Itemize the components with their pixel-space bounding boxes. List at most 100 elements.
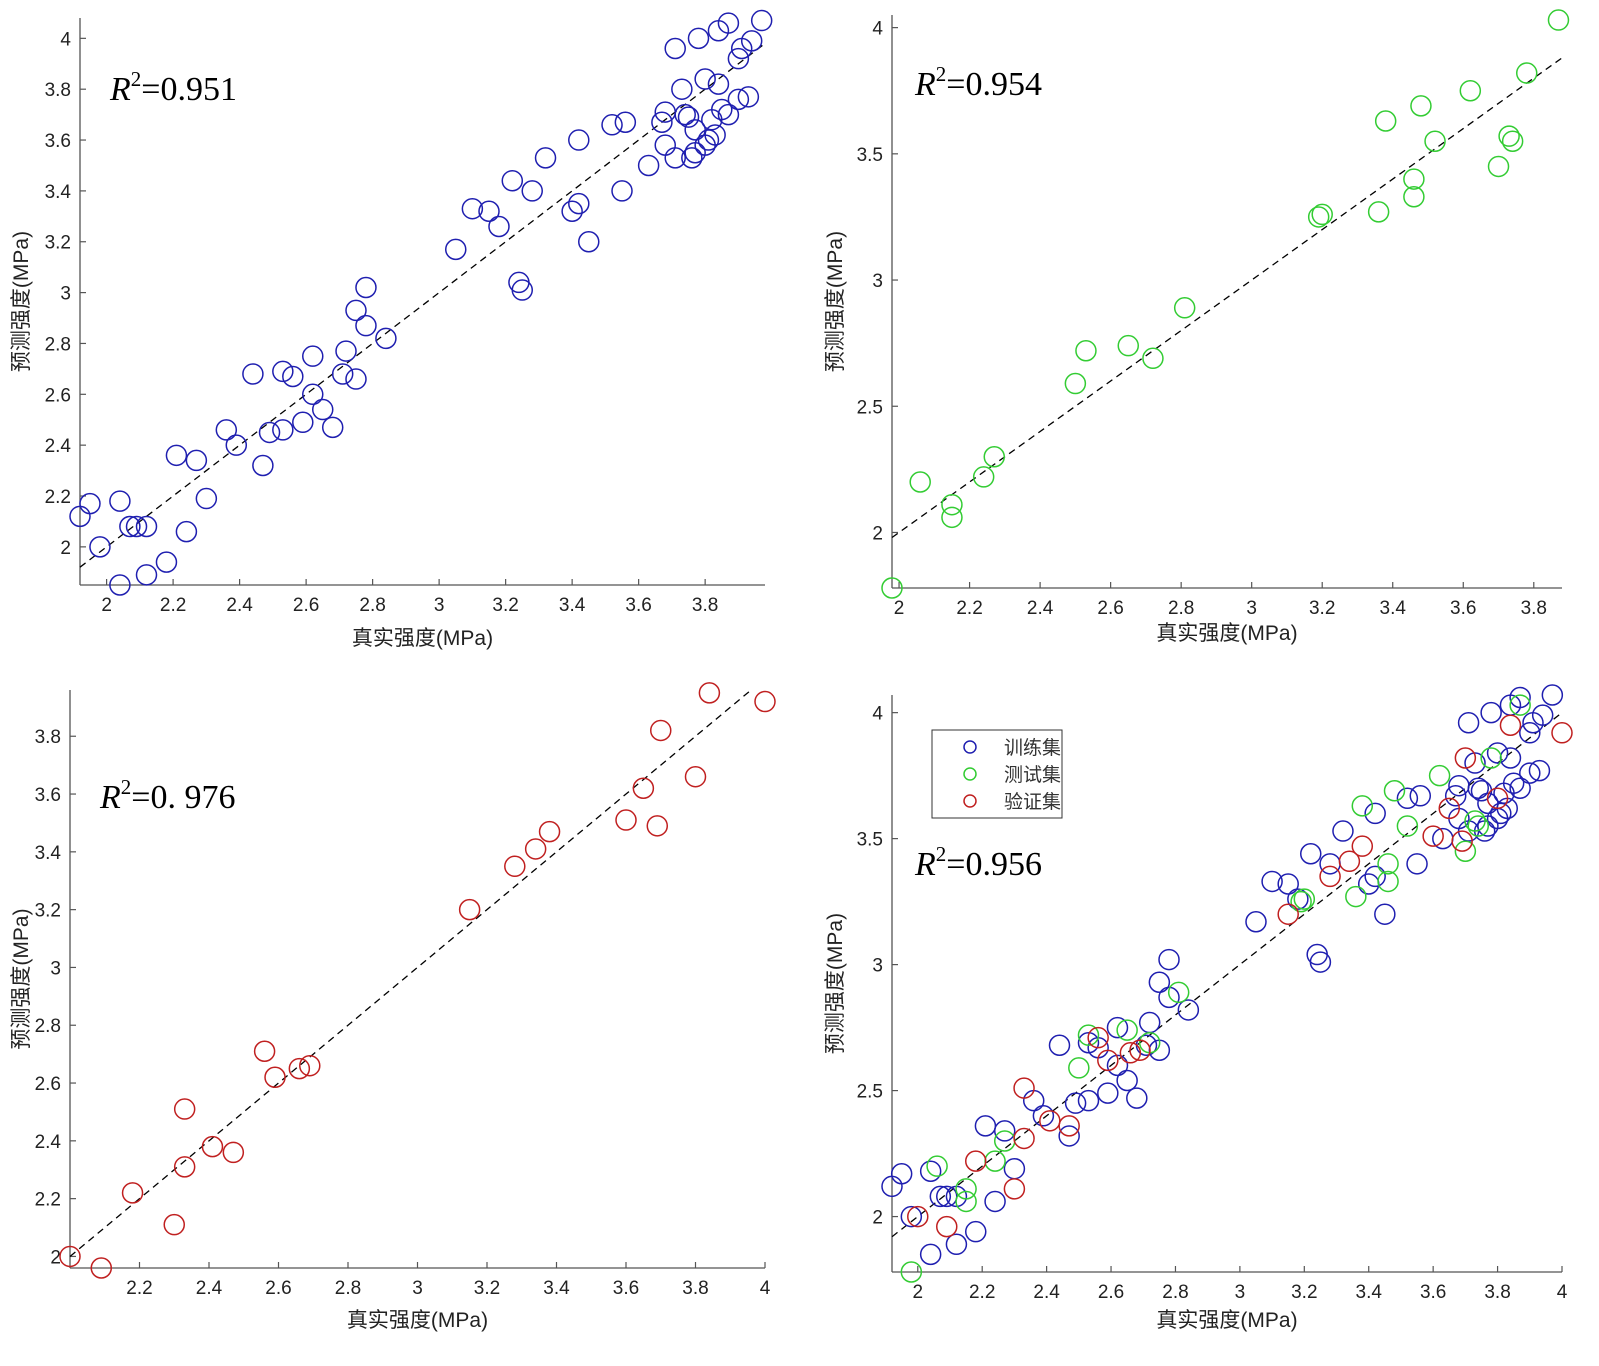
r-symbol: R (914, 846, 936, 883)
data-point-train (1138, 1011, 1161, 1034)
data-point-test (909, 471, 931, 493)
data-point-test (1396, 815, 1419, 837)
data-point-train (1261, 870, 1283, 893)
x-tick-label: 3.8 (692, 595, 718, 616)
data-point-train (717, 12, 740, 34)
y-tick-label: 4 (60, 29, 71, 50)
r-squared-annotation: R2=0.951 (109, 67, 237, 108)
data-point-val (1499, 714, 1522, 736)
data-point-test (1117, 334, 1140, 357)
data-point-train (1158, 948, 1180, 971)
data-point-val (1422, 825, 1444, 847)
data-point-test (1459, 79, 1482, 102)
y-tick-label: 2.8 (35, 1016, 61, 1037)
r-superscript: 2 (936, 842, 947, 866)
data-point-val (632, 777, 655, 800)
data-point-train (1480, 701, 1502, 724)
x-tick-label: 2.4 (196, 1278, 223, 1299)
data-point-train (258, 421, 281, 444)
data-point-test (1351, 795, 1374, 817)
data-point-test (1064, 372, 1087, 395)
data-point-train (375, 327, 397, 350)
data-point-train (1406, 853, 1428, 875)
data-point-train (651, 111, 673, 133)
data-point-test (1173, 297, 1196, 319)
data-point-train (478, 200, 500, 222)
fit-line-dashed (891, 712, 1563, 1238)
r-squared-annotation: R2=0.954 (914, 62, 1042, 103)
data-point-test (1290, 890, 1312, 913)
data-point-val (1486, 787, 1509, 810)
y-tick-label: 3 (872, 956, 883, 977)
y-tick-label: 4 (872, 19, 883, 40)
data-point-train (311, 398, 334, 421)
data-point-val (504, 855, 526, 878)
data-point-train (707, 73, 730, 95)
chart-panel-validation: 2.2 2.4 2.6 2.8 3 3.2 3.4 3.6 3.8 4 2 2.2 2.4 2.6 2.8 3… (10, 682, 776, 1332)
x-tick-label: 3.2 (492, 595, 518, 616)
y-tick-label: 3.5 (857, 145, 883, 166)
data-point-train (1309, 951, 1332, 973)
x-tick-label: 3.8 (1484, 1282, 1510, 1303)
data-point-train (252, 454, 274, 477)
data-point-test (955, 1178, 977, 1200)
data-point-train (461, 197, 484, 220)
y-tick-label: 3.6 (35, 785, 61, 806)
data-point-val (907, 1205, 929, 1228)
data-point-train (671, 78, 693, 100)
r-symbol: R (109, 71, 131, 108)
r-squared-annotation: R2=0.956 (914, 842, 1042, 883)
data-point-test (941, 506, 963, 529)
x-tick-label: 2.4 (1027, 598, 1054, 619)
data-point-test (972, 466, 995, 488)
legend-marker-val (963, 794, 977, 808)
x-tick-label: 3.2 (1309, 598, 1335, 619)
data-point-train (711, 98, 733, 121)
data-point-val (1013, 1127, 1035, 1150)
data-point-train (1528, 759, 1551, 782)
data-point-train (1499, 747, 1522, 769)
r-superscript: 2 (936, 62, 947, 86)
x-tick-label: 2.2 (126, 1278, 152, 1299)
data-point-train (185, 449, 208, 472)
data-point-val (1451, 830, 1473, 852)
data-point-val (1087, 1026, 1109, 1049)
y-tick-label: 2.8 (45, 334, 71, 355)
data-point-train (302, 345, 324, 367)
data-point-train (175, 520, 198, 543)
data-point-test (1374, 110, 1397, 132)
data-point-train (125, 515, 148, 538)
x-tick-label: 3.4 (543, 1278, 570, 1299)
x-tick-label: 2.8 (1162, 1282, 1188, 1303)
x-tick-label: 2.6 (293, 595, 319, 616)
data-point-train (1277, 873, 1299, 895)
y-tick-label: 2 (60, 538, 71, 559)
data-point-train (694, 68, 716, 90)
data-point-test (1403, 168, 1425, 190)
data-point-val (754, 690, 776, 713)
chart-panel-combined: 2 2.2 2.4 2.6 2.8 3 3.2 3.4 3.6 3.8 4 2 2.5 3 3.5 4 真实强度… (824, 684, 1573, 1332)
data-point-train (155, 551, 178, 573)
x-tick-label: 3.4 (1356, 1282, 1383, 1303)
data-point-val (90, 1257, 113, 1279)
data-point-test (1454, 840, 1477, 862)
x-axis-label: 真实强度(MPa) (1156, 1309, 1297, 1332)
data-point-train (1106, 1054, 1129, 1077)
data-point-train (242, 363, 264, 385)
x-tick-label: 3.6 (613, 1278, 639, 1299)
y-axis-label: 预测强度(MPa) (824, 231, 847, 372)
data-point-test (1480, 747, 1502, 769)
y-axis-label: 预测强度(MPa) (10, 908, 33, 1049)
data-point-train (664, 147, 686, 169)
data-point-train (135, 515, 158, 538)
data-point-val (1039, 1110, 1061, 1132)
x-axis-label: 真实强度(MPa) (352, 627, 493, 650)
data-point-val (222, 1141, 245, 1164)
x-tick-label: 3.4 (1380, 598, 1407, 619)
y-tick-label: 3.4 (45, 182, 72, 203)
data-point-train (215, 419, 238, 441)
data-point-train (1519, 762, 1541, 784)
data-point-train (1064, 1092, 1087, 1114)
data-point-test (1377, 870, 1399, 893)
